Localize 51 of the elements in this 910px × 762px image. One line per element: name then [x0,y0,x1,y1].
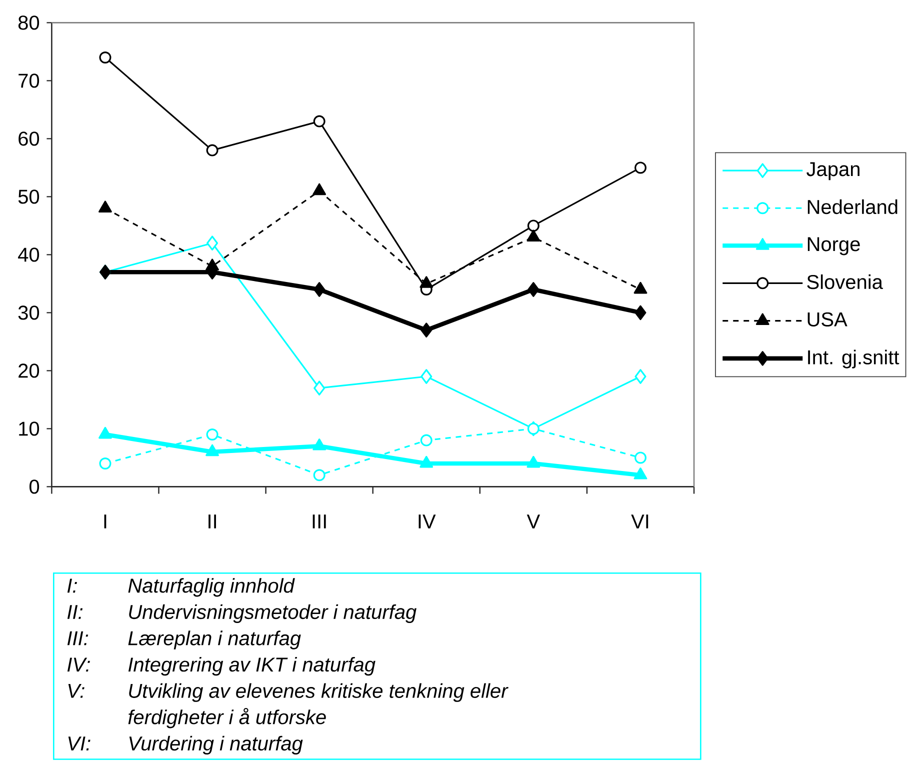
text: Utvikling av elevenes kritiske tenkning eller ferdigheter i å utforske [128,683,508,728]
y-tick-label: 40 [18,248,40,262]
text: Naturfaglig innhold [128,578,295,597]
text: VI: [68,736,90,750]
point [314,380,326,396]
y-tick-label: 20 [18,364,40,378]
legend-label: Japan [806,162,860,180]
point [528,282,540,297]
point [314,282,326,297]
point [527,220,540,232]
y-tick-label: 10 [19,422,40,436]
legend-label: Norge [808,237,860,256]
text: II: [67,605,83,619]
text: Undervisningsmetoder i naturfag [129,604,416,624]
legend-label: Nederland [808,199,898,214]
point [634,162,646,174]
point [634,305,646,320]
y-tick-label: 50 [18,190,40,204]
text: Læreplan i naturfag [128,630,301,650]
x-tick-label: V [526,514,540,528]
y-tick-label: 70 [18,74,40,88]
y-tick-label: 80 [18,16,40,30]
legend-label: Int. gj.snitt [808,350,900,368]
x-tick-label: III [312,514,326,528]
y-tick-label: 30 [18,306,40,320]
text: IV: [67,658,90,672]
point [206,236,218,251]
text: V: [68,684,84,698]
point [99,458,112,470]
point [206,428,218,441]
point [420,369,432,384]
x-tick-label: I [104,514,106,528]
point [634,452,646,464]
point [634,369,646,384]
x-tick-label: VI [631,514,648,528]
x-tick-label: II [208,514,216,528]
text: III: [67,631,88,646]
point [420,434,432,446]
point [206,144,218,156]
text: Vurdering i naturfag [129,736,303,755]
point [99,52,112,64]
point [420,322,432,338]
point [313,115,326,128]
text: I: [67,578,77,593]
legend-label: USA [808,312,848,326]
y-tick-label: 0 [29,480,40,494]
text: Integrering av IKT i naturfag [128,656,376,676]
x-tick-label: IV [418,514,436,528]
legend-label: Slovenia [807,274,883,290]
point [313,469,326,482]
y-tick-label: 60 [18,132,40,146]
